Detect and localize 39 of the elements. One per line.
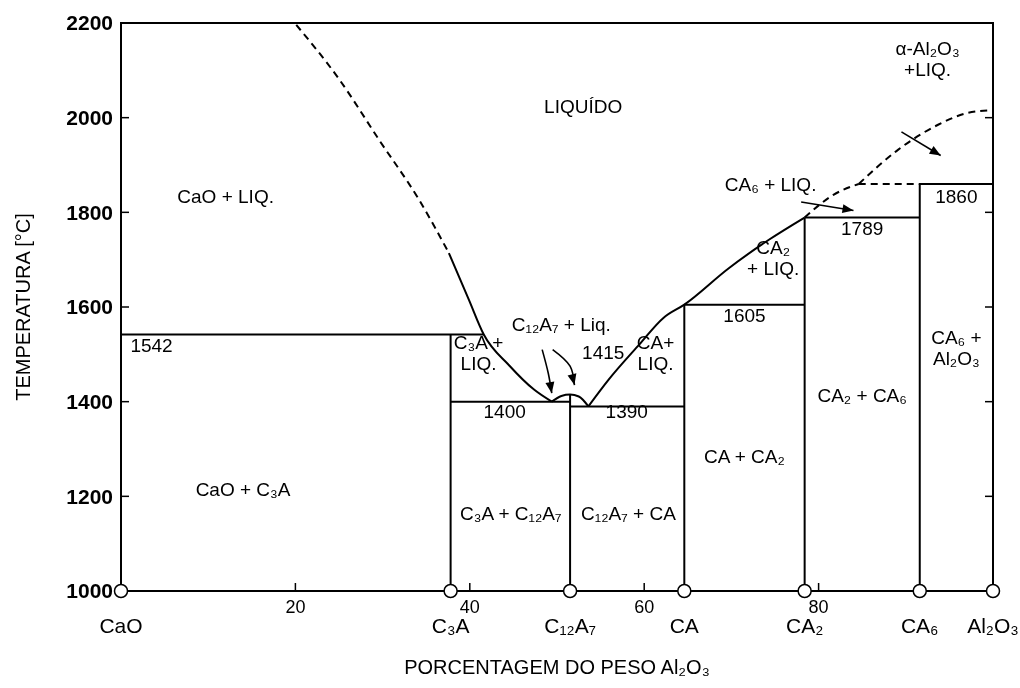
annotation: CaO — [99, 614, 143, 637]
y-tick-label: 1800 — [66, 200, 113, 224]
y-axis-title: TEMPERATURA [°C] — [12, 213, 34, 401]
x-tick-label: 20 — [285, 597, 306, 617]
y-tick-label: 1200 — [66, 484, 113, 508]
annotation: CA₆ + LIQ. — [724, 174, 817, 196]
annotation: 1789 — [841, 218, 884, 240]
annotation: 1860 — [935, 185, 978, 207]
y-tick-label: 1000 — [66, 579, 113, 603]
annotation: C₁₂A₇ — [544, 614, 596, 637]
annotation: Al₂O₃ — [967, 614, 1019, 637]
y-tick-label: 1400 — [66, 390, 113, 414]
annotation: CA₂ + CA₆ — [817, 384, 907, 406]
y-tick-label: 2200 — [66, 11, 113, 35]
annotation: CA₆ — [900, 614, 939, 637]
annotation: CaO + LIQ. — [177, 185, 274, 207]
annotation: CaO + C₃A — [195, 479, 291, 501]
annotation: CA + CA₂ — [704, 446, 785, 468]
annotation: C₁₂A₇ + Liq. — [511, 313, 611, 335]
annotation: 1542 — [130, 334, 173, 356]
annotation: CA — [669, 614, 699, 637]
annotation: CA₆ + Al₂O₃ — [931, 326, 982, 369]
annotation: 1605 — [723, 305, 766, 327]
annotation: C₃A + LIQ. — [453, 331, 504, 374]
annotation: 1415 — [582, 342, 625, 364]
annotation: 1400 — [483, 401, 526, 423]
y-tick-label: 1600 — [66, 295, 113, 319]
x-tick-label: 40 — [459, 597, 480, 617]
annotation: α-Al₂O₃ +LIQ. — [895, 38, 960, 81]
annotation: C₃A — [431, 614, 470, 637]
x-tick-label: 60 — [634, 597, 655, 617]
annotation: LIQUÍDO — [544, 95, 623, 117]
annotation: C₃A + C₁₂A₇ — [460, 503, 562, 524]
annotation: CA₂ + LIQ. — [747, 236, 800, 279]
annotation: C₁₂A₇ + CA — [581, 503, 677, 524]
x-axis-title: PORCENTAGEM DO PESO Al₂O₃ — [404, 656, 710, 678]
x-tick-label: 80 — [808, 597, 829, 617]
y-tick-label: 2000 — [66, 106, 113, 130]
annotation: CA₂ — [785, 614, 824, 637]
